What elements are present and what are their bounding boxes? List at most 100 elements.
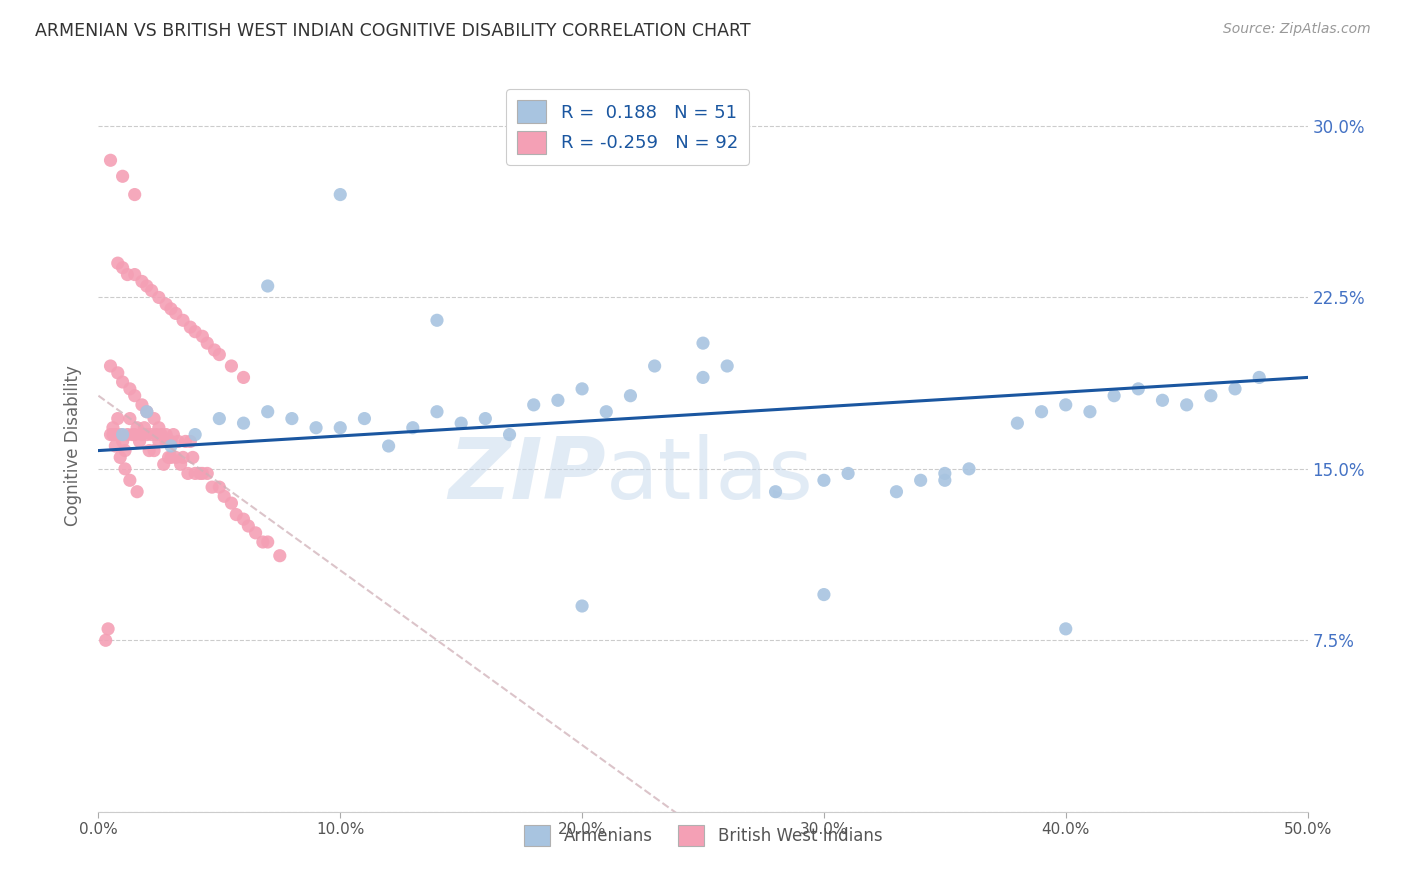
Point	[148, 421, 170, 435]
Point	[101, 427, 124, 442]
Point	[256, 279, 278, 293]
Point	[232, 512, 254, 526]
Point	[165, 450, 187, 465]
Point	[716, 359, 738, 373]
Point	[377, 439, 399, 453]
Point	[225, 508, 247, 522]
Point	[1007, 416, 1029, 430]
Point	[124, 187, 146, 202]
Point	[118, 382, 141, 396]
Point	[128, 434, 150, 449]
Point	[160, 434, 183, 449]
Point	[498, 427, 520, 442]
Point	[101, 421, 124, 435]
Point	[111, 169, 134, 184]
Point	[165, 306, 187, 320]
Point	[184, 427, 207, 442]
Point	[201, 480, 224, 494]
Point	[910, 473, 932, 487]
Point	[957, 462, 980, 476]
Point	[160, 450, 183, 465]
Point	[837, 467, 859, 481]
Point	[118, 411, 141, 425]
Point	[426, 313, 449, 327]
Point	[174, 434, 197, 449]
Point	[238, 519, 260, 533]
Point	[252, 535, 274, 549]
Point	[155, 434, 177, 449]
Point	[94, 633, 117, 648]
Point	[177, 467, 200, 481]
Point	[195, 467, 218, 481]
Point	[1223, 382, 1246, 396]
Point	[1102, 389, 1125, 403]
Point	[619, 389, 641, 403]
Point	[692, 370, 714, 384]
Point	[595, 405, 617, 419]
Point	[127, 421, 149, 435]
Point	[121, 427, 143, 442]
Point	[204, 343, 226, 357]
Point	[212, 489, 235, 503]
Point	[208, 411, 231, 425]
Point	[644, 359, 666, 373]
Point	[100, 153, 122, 168]
Point	[135, 427, 157, 442]
Point	[208, 480, 231, 494]
Point	[108, 450, 131, 465]
Point	[100, 359, 122, 373]
Point	[111, 427, 134, 442]
Point	[1175, 398, 1198, 412]
Point	[1078, 405, 1101, 419]
Point	[1152, 393, 1174, 408]
Point	[167, 434, 190, 449]
Point	[813, 588, 835, 602]
Point	[571, 599, 593, 613]
Point	[131, 427, 153, 442]
Point	[152, 458, 174, 472]
Point	[813, 473, 835, 487]
Point	[169, 458, 191, 472]
Point	[179, 434, 201, 449]
Point	[1199, 389, 1222, 403]
Text: ARMENIAN VS BRITISH WEST INDIAN COGNITIVE DISABILITY CORRELATION CHART: ARMENIAN VS BRITISH WEST INDIAN COGNITIV…	[35, 22, 751, 40]
Point	[114, 462, 136, 476]
Point	[195, 336, 218, 351]
Point	[135, 279, 157, 293]
Point	[107, 256, 129, 270]
Point	[208, 347, 231, 362]
Point	[172, 450, 194, 465]
Point	[184, 325, 207, 339]
Point	[181, 450, 204, 465]
Point	[157, 450, 180, 465]
Point	[765, 484, 787, 499]
Point	[131, 275, 153, 289]
Point	[1128, 382, 1150, 396]
Point	[1054, 398, 1077, 412]
Point	[245, 525, 267, 540]
Point	[232, 370, 254, 384]
Point	[184, 467, 207, 481]
Point	[141, 284, 163, 298]
Y-axis label: Cognitive Disability: Cognitive Disability	[65, 366, 83, 526]
Text: Source: ZipAtlas.com: Source: ZipAtlas.com	[1223, 22, 1371, 37]
Point	[155, 427, 177, 442]
Point	[571, 382, 593, 396]
Point	[97, 622, 120, 636]
Point	[114, 443, 136, 458]
Text: atlas: atlas	[606, 434, 814, 516]
Point	[100, 427, 122, 442]
Point	[1249, 370, 1271, 384]
Point	[305, 421, 328, 435]
Point	[191, 467, 214, 481]
Point	[426, 405, 449, 419]
Point	[450, 416, 472, 430]
Point	[281, 411, 304, 425]
Point	[191, 329, 214, 343]
Point	[118, 473, 141, 487]
Point	[111, 260, 134, 275]
Point	[135, 405, 157, 419]
Point	[108, 427, 131, 442]
Point	[117, 427, 139, 442]
Point	[117, 268, 139, 282]
